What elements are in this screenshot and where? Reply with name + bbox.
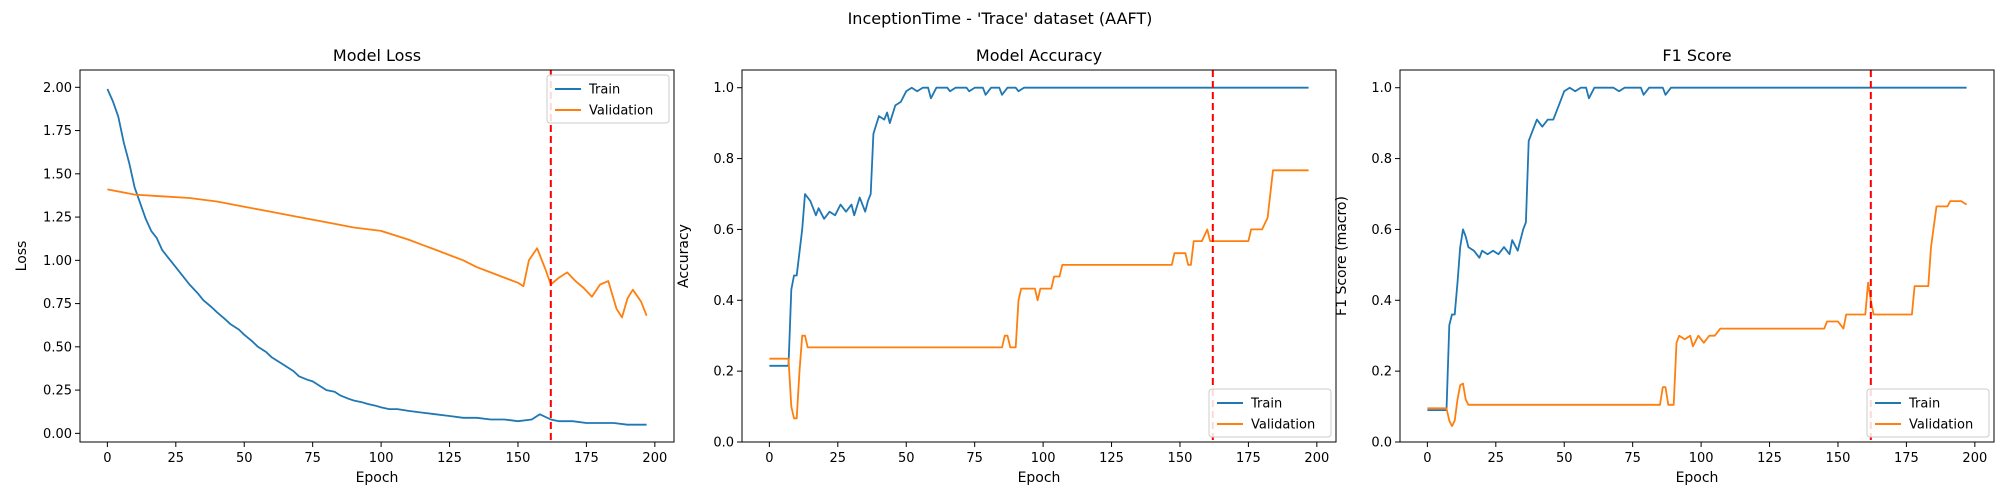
- y-tick-label: 0.75: [43, 297, 72, 312]
- x-axis-label: Epoch: [1018, 470, 1061, 486]
- x-tick-label: 75: [966, 451, 983, 466]
- x-tick-label: 100: [1031, 451, 1056, 466]
- x-axis-label: Epoch: [356, 470, 399, 486]
- y-tick-label: 0.25: [43, 384, 72, 399]
- y-tick-label: 0.2: [1371, 365, 1392, 380]
- legend: Train Validation: [546, 74, 670, 124]
- legend-label: Train: [1250, 397, 1282, 412]
- x-tick-label: 200: [1962, 451, 1987, 466]
- y-tick-label: 0.4: [713, 294, 734, 309]
- x-tick-label: 200: [1304, 451, 1329, 466]
- y-tick-label: 1.25: [43, 211, 72, 226]
- x-tick-label: 125: [437, 451, 462, 466]
- chart-title: F1 Score: [1662, 46, 1731, 65]
- x-tick-label: 50: [898, 451, 915, 466]
- y-tick-label: 0.6: [713, 223, 734, 238]
- legend: Train Validation: [1866, 388, 1990, 438]
- plot-frame: [79, 69, 675, 443]
- legend: Train Validation: [1208, 388, 1332, 438]
- x-tick-label: 150: [506, 451, 531, 466]
- y-tick-label: 0.6: [1371, 223, 1392, 238]
- x-tick-label: 175: [574, 451, 599, 466]
- x-tick-label: 25: [1488, 451, 1505, 466]
- x-tick-label: 25: [168, 451, 185, 466]
- legend-label: Validation: [1251, 418, 1315, 433]
- y-tick-label: 0.8: [1371, 152, 1392, 167]
- legend-label: Train: [588, 83, 620, 98]
- y-tick-label: 1.00: [43, 254, 72, 269]
- plot-frame: [741, 69, 1337, 443]
- y-tick-label: 0.00: [43, 427, 72, 442]
- y-tick-label: 1.75: [43, 124, 72, 139]
- y-tick-label: 0.8: [713, 152, 734, 167]
- chart-title: Model Accuracy: [976, 46, 1102, 65]
- series-line-train: [106, 88, 647, 426]
- y-tick-label: 2.00: [43, 81, 72, 96]
- chart-title: Model Loss: [333, 46, 421, 65]
- y-tick-label: 0.0: [713, 436, 734, 451]
- x-tick-label: 100: [1689, 451, 1714, 466]
- y-tick-label: 1.0: [713, 81, 734, 96]
- legend-label: Validation: [589, 104, 653, 119]
- x-tick-label: 100: [369, 451, 394, 466]
- y-axis-label: Accuracy: [676, 224, 692, 288]
- y-tick-label: 0.0: [1371, 436, 1392, 451]
- series-line-train: [769, 86, 1309, 367]
- x-tick-label: 150: [1826, 451, 1851, 466]
- y-tick-label: 0.4: [1371, 294, 1392, 309]
- x-tick-label: 175: [1236, 451, 1261, 466]
- x-tick-label: 0: [1423, 451, 1431, 466]
- chart-panel-2: Model Accuracy 0 25 50 75 100 125 150 175 200 0.0 0…: [676, 46, 1337, 486]
- series-line-train: [1427, 86, 1967, 411]
- series-line-validation: [107, 188, 648, 319]
- y-tick-label: 0.50: [43, 340, 72, 355]
- x-tick-label: 50: [236, 451, 253, 466]
- x-tick-label: 150: [1168, 451, 1193, 466]
- x-tick-label: 125: [1099, 451, 1124, 466]
- figure-title: InceptionTime - 'Trace' dataset (AAFT): [848, 9, 1153, 28]
- legend-label: Train: [1908, 397, 1940, 412]
- y-tick-label: 1.50: [43, 167, 72, 182]
- series-line-validation: [769, 169, 1309, 420]
- y-tick-label: 0.2: [713, 365, 734, 380]
- chart-panel-1: Model Loss 0 25 50 75 100 125 150 175 200 0.00 0.25…: [14, 46, 675, 486]
- x-tick-label: 0: [765, 451, 773, 466]
- x-tick-label: 75: [1624, 451, 1641, 466]
- chart-panel-3: F1 Score 0 25 50 75 100 125 150 175 200 0.0 0.2 0.4 0…: [1334, 46, 1995, 486]
- y-tick-label: 1.0: [1371, 81, 1392, 96]
- legend-label: Validation: [1909, 418, 1973, 433]
- series-line-validation: [1427, 200, 1968, 427]
- x-tick-label: 200: [642, 451, 667, 466]
- y-axis-label: Loss: [14, 241, 30, 272]
- x-tick-label: 50: [1556, 451, 1573, 466]
- plot-frame: [1399, 69, 1995, 443]
- x-tick-label: 0: [103, 451, 111, 466]
- x-tick-label: 125: [1757, 451, 1782, 466]
- x-tick-label: 75: [304, 451, 321, 466]
- x-tick-label: 25: [830, 451, 847, 466]
- y-axis-label: F1 Score (macro): [1334, 196, 1350, 316]
- x-tick-label: 175: [1894, 451, 1919, 466]
- x-axis-label: Epoch: [1676, 470, 1719, 486]
